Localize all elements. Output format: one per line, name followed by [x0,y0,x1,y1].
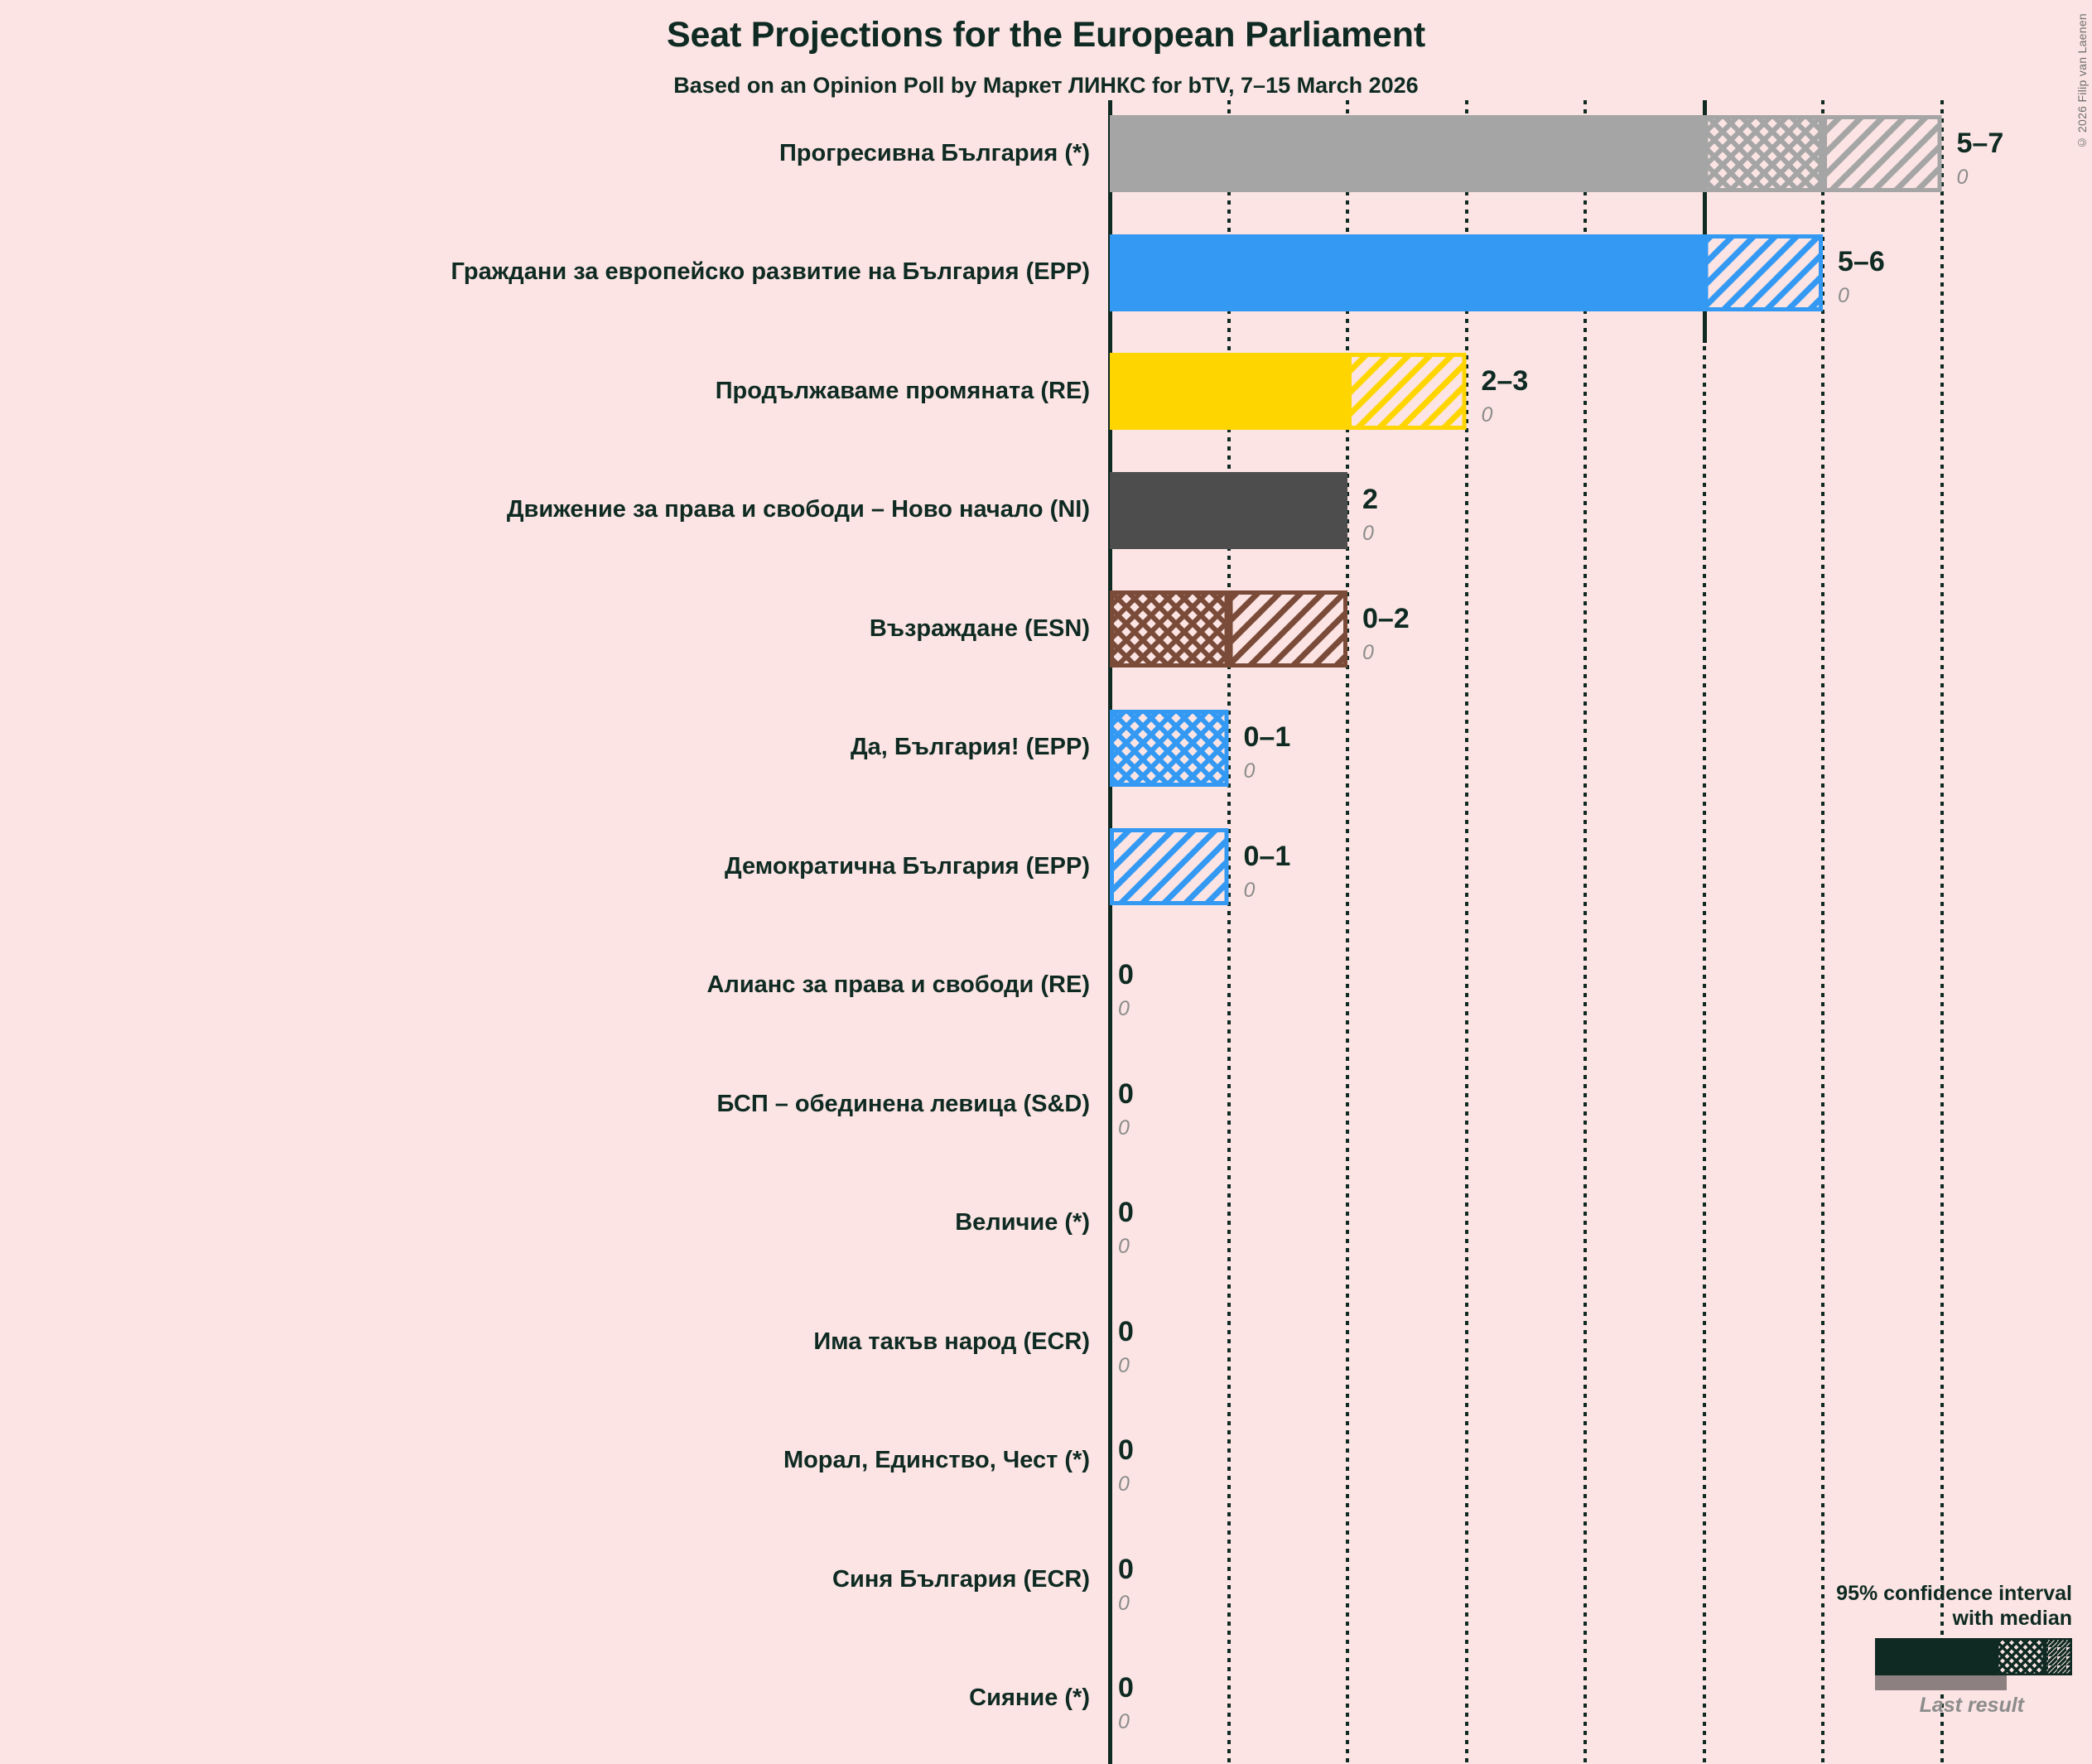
bar-graphic [1110,115,1942,192]
bar-graphic [1110,709,1229,787]
category-label: Величие (*) [955,1209,1090,1236]
category-label: Сияние (*) [969,1684,1090,1711]
last-result-label: 0 [1481,402,1493,427]
category-label: Движение за права и свободи – Ново начал… [506,496,1090,523]
bar [1110,471,1347,549]
bar-segment-diagonal [1228,590,1347,668]
page-subtitle: Based on an Opinion Poll by Маркет ЛИНКС… [673,73,1419,98]
value-label: 0–2 [1362,602,1410,634]
bar-segment-solid [1110,471,1347,549]
last-result-label: 0 [1118,1116,1130,1140]
value-label: 5–7 [1956,127,2004,159]
gridline-4 [1583,100,1587,1764]
category-label: Граждани за европейско развитие на Бълга… [451,258,1090,285]
last-result-label: 0 [1838,284,1849,307]
value-label: 5–6 [1838,246,1885,277]
category-label: Има такъв народ (ECR) [813,1328,1090,1355]
bar-segment-crosshatch [1110,709,1229,787]
bar [1110,353,1467,430]
gridline-2 [1346,100,1349,1764]
category-label: Прогресивна България (*) [778,139,1090,166]
category-label: Възраждане (ESN) [869,615,1090,642]
bar [1110,115,1942,192]
gridline-3 [1464,100,1468,1764]
legend-last-result-bar [1875,1675,2007,1690]
last-result-label: 0 [1118,1472,1130,1496]
chart-legend: 95% confidence interval with median Last… [1724,1582,2072,1718]
category-label: Алианс за права и свободи (RE) [706,971,1090,998]
value-label: 0–1 [1243,840,1291,872]
gridline-5 [1702,100,1706,1764]
category-label: Демократична България (EPP) [725,852,1090,880]
value-label: 0 [1118,1197,1134,1228]
last-result-label: 0 [1362,640,1374,664]
bar-segment-solid [1110,353,1347,430]
bar-graphic [1110,234,1823,311]
last-result-label: 0 [1243,878,1256,902]
last-result-label: 0 [1243,759,1256,783]
value-label: 0 [1118,1672,1134,1704]
bar-segment-diagonal [1110,828,1229,905]
legend-last-result-label: Last result [1919,1694,2024,1717]
gridline-major-5 [1702,100,1707,343]
bar-graphic [1110,828,1229,905]
bar-segment-solid [1110,234,1704,311]
value-label: 0 [1118,959,1134,990]
last-result-label: 0 [1956,165,1969,189]
bar-segment-diagonal [1704,234,1823,311]
value-label: 0 [1118,1315,1134,1347]
gridline-6 [1821,100,1824,1764]
bar-graphic [1110,590,1347,668]
axis-line [1108,100,1112,1764]
bar-segment-crosshatch [1704,115,1823,192]
category-label: Синя България (ECR) [832,1565,1090,1593]
gridline-1 [1227,100,1231,1764]
bar-graphic [1110,353,1467,430]
legend-sample-bar [1875,1638,2072,1675]
bar-graphic [1110,471,1347,549]
bar-segment-diagonal [1823,115,1942,192]
value-label: 0–1 [1243,721,1291,753]
bar [1110,709,1229,787]
value-label: 2 [1362,484,1378,515]
last-result-label: 0 [1118,1710,1130,1733]
category-label: Продължаваме промяната (RE) [715,377,1090,404]
category-label: Морал, Единство, Чест (*) [783,1447,1090,1473]
last-result-label: 0 [1362,522,1374,545]
last-result-label: 0 [1118,1591,1130,1615]
value-label: 0 [1118,1434,1134,1466]
bar-segment-diagonal [1347,353,1467,430]
bar-segment-crosshatch [1110,590,1229,668]
category-label: Да, България! (EPP) [850,734,1090,760]
last-result-label: 0 [1118,1353,1130,1377]
bar [1110,828,1229,905]
bar-segment-solid [1110,115,1704,192]
value-label: 0 [1118,1553,1134,1585]
bar [1110,590,1347,668]
gridline-7 [1940,100,1944,1764]
last-result-label: 0 [1118,1235,1130,1258]
value-label: 2–3 [1481,364,1529,397]
legend-ci-label: 95% confidence interval with median [1836,1582,2072,1630]
value-label: 0 [1118,1077,1134,1110]
category-label: БСП – обединена левица (S&D) [716,1090,1090,1117]
page-title: Seat Projections for the European Parlia… [667,15,1425,55]
last-result-label: 0 [1118,997,1130,1020]
bar [1110,234,1823,311]
